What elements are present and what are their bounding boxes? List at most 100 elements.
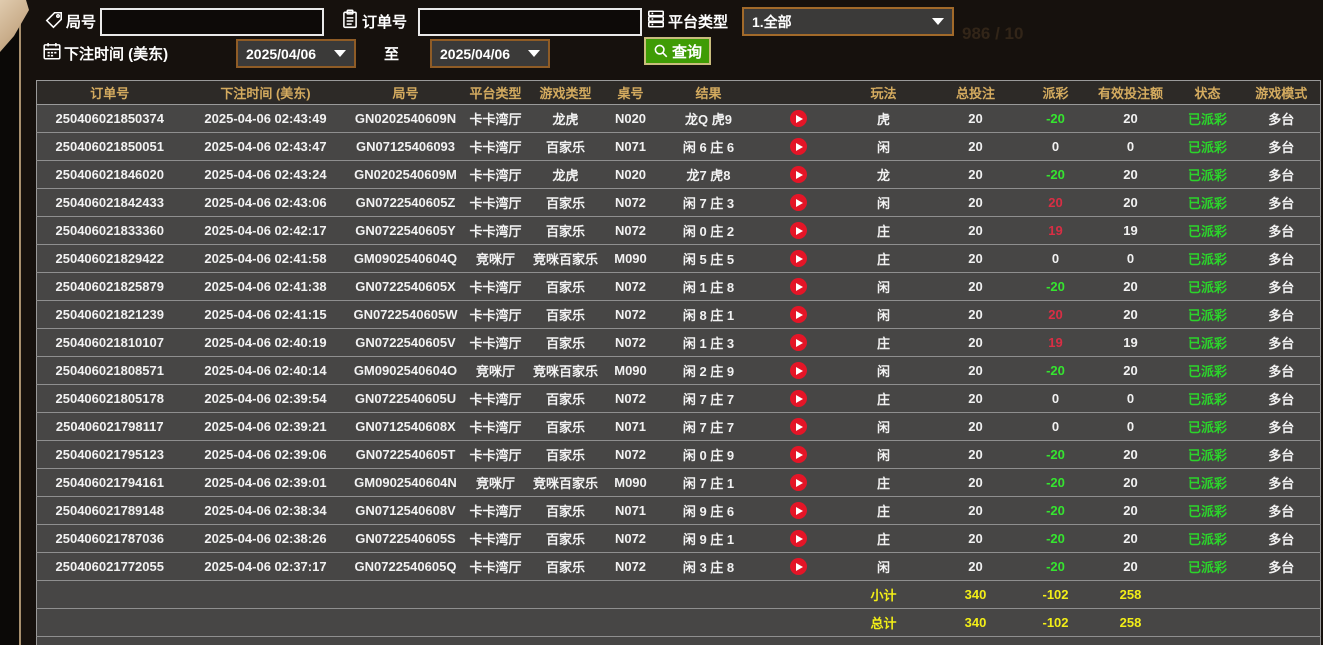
replay-cell — [759, 357, 839, 385]
play-icon[interactable] — [790, 502, 807, 520]
table-no-cell: M090 — [614, 475, 647, 490]
orders-table-area: 订单号 下注时间 (美东) 局号 平台类型 游戏类型 桌号 结果 玩法 总投注 派彩 有效投注额 状态… — [36, 80, 1322, 645]
empty-cell — [463, 637, 529, 645]
mode-cell: 多台 — [1268, 280, 1295, 295]
replay-cell — [759, 161, 839, 189]
query-button[interactable]: 查询 — [644, 37, 712, 65]
status-cell: 已派彩 — [1187, 252, 1227, 267]
mode-cell: 多台 — [1268, 112, 1295, 127]
platform-select[interactable]: 1.全部 — [742, 7, 954, 36]
platform-cell: 卡卡湾厅 — [469, 532, 522, 547]
play-icon[interactable] — [790, 530, 807, 548]
game-no-cell: GN0722540605W — [353, 307, 458, 322]
totals-play-type-cell: 总计 — [870, 616, 897, 631]
table-row: 250406021787036 2025-04-06 02:38:26 GN0722… — [36, 524, 1321, 553]
date-to-select[interactable]: 2025/04/06 — [430, 39, 550, 68]
payout-cell: 20 — [1048, 307, 1063, 322]
game-no-cell: GN0722540605Q — [354, 559, 457, 574]
bet-time-cell: 2025-04-06 02:38:34 — [204, 503, 327, 518]
valid-bet-cell: 0 — [1126, 251, 1135, 266]
play-icon[interactable] — [790, 306, 807, 324]
date-from-select[interactable]: 2025/04/06 — [236, 39, 356, 68]
payout-cell: -20 — [1046, 447, 1065, 462]
play-icon[interactable] — [790, 278, 807, 296]
play-icon[interactable] — [790, 110, 807, 128]
server-list-icon — [646, 9, 666, 29]
play-icon[interactable] — [790, 390, 807, 408]
bet-time-cell: 2025-04-06 02:41:58 — [204, 251, 327, 266]
game-type-cell: 龙虎 — [552, 168, 579, 183]
totals-valid-bet-cell: 258 — [1119, 615, 1142, 630]
play-icon[interactable] — [790, 166, 807, 184]
totals-result-cell — [659, 581, 759, 609]
table-row: 250406021805178 2025-04-06 02:39:54 GN0722… — [36, 384, 1321, 413]
play-icon[interactable] — [790, 558, 807, 576]
play-icon[interactable] — [790, 418, 807, 436]
mode-cell: 多台 — [1268, 308, 1295, 323]
status-cell: 已派彩 — [1187, 476, 1227, 491]
order-no-input[interactable] — [418, 8, 642, 36]
table-no-cell: N072 — [614, 559, 647, 574]
order-no-cell: 250406021787036 — [55, 531, 164, 546]
replay-cell — [759, 413, 839, 441]
order-no-cell: 250406021833360 — [55, 223, 164, 238]
mode-cell: 多台 — [1268, 448, 1295, 463]
game-no-input[interactable] — [100, 8, 324, 36]
play-icon[interactable] — [790, 222, 807, 240]
valid-bet-cell: 20 — [1123, 307, 1138, 322]
totals-order-no-cell — [37, 609, 183, 637]
total-bet-cell: 20 — [968, 335, 983, 350]
table-row: 250406021810107 2025-04-06 02:40:19 GN0722… — [36, 328, 1321, 357]
game-no-cell: GN0202540609N — [354, 111, 457, 126]
platform-cell: 卡卡湾厅 — [469, 448, 522, 463]
platform-cell: 卡卡湾厅 — [469, 168, 522, 183]
game-type-cell: 百家乐 — [545, 140, 585, 155]
payout-cell: -20 — [1046, 503, 1065, 518]
status-cell: 已派彩 — [1187, 224, 1227, 239]
replay-cell — [759, 329, 839, 357]
result-cell: 闲 0 庄 2 — [682, 224, 735, 239]
status-cell: 已派彩 — [1187, 364, 1227, 379]
order-no-cell: 250406021829422 — [55, 251, 164, 266]
mode-cell: 多台 — [1268, 140, 1295, 155]
play-icon[interactable] — [790, 446, 807, 464]
mode-cell: 多台 — [1268, 252, 1295, 267]
totals-payout-cell: -102 — [1042, 615, 1069, 630]
platform-cell: 卡卡湾厅 — [469, 392, 522, 407]
result-cell: 闲 9 庄 1 — [682, 532, 735, 547]
play-icon[interactable] — [790, 250, 807, 268]
table-no-cell: N071 — [614, 139, 647, 154]
valid-bet-cell: 20 — [1123, 279, 1138, 294]
valid-bet-cell: 20 — [1123, 195, 1138, 210]
totals-table-no-cell — [603, 609, 659, 637]
bet-time-cell: 2025-04-06 02:40:14 — [204, 363, 327, 378]
play-icon[interactable] — [790, 334, 807, 352]
table-no-cell: N072 — [614, 447, 647, 462]
game-no-cell: GM0902540604N — [354, 475, 457, 490]
result-cell: 闲 7 庄 7 — [682, 392, 735, 407]
col-header-order-no: 订单号 — [90, 86, 130, 101]
empty-cell — [349, 637, 463, 645]
platform-type-label: 平台类型 — [668, 14, 729, 31]
table-row: 250406021808571 2025-04-06 02:40:14 GM0902… — [36, 356, 1321, 385]
order-no-cell: 250406021805178 — [55, 391, 164, 406]
result-cell: 闲 9 庄 6 — [682, 504, 735, 519]
status-cell: 已派彩 — [1187, 280, 1227, 295]
play-icon[interactable] — [790, 362, 807, 380]
table-no-cell: N072 — [614, 223, 647, 238]
total-bet-cell: 20 — [968, 391, 983, 406]
game-no-cell: GN0722540605Z — [355, 195, 456, 210]
totals-order-no-cell — [37, 581, 183, 609]
result-cell: 闲 1 庄 3 — [682, 336, 735, 351]
game-no-cell: GM0902540604Q — [353, 251, 458, 266]
table-no-cell: M090 — [614, 363, 647, 378]
play-icon[interactable] — [790, 138, 807, 156]
status-cell: 已派彩 — [1187, 448, 1227, 463]
play-icon[interactable] — [790, 474, 807, 492]
valid-bet-cell: 19 — [1123, 335, 1138, 350]
play-icon[interactable] — [790, 194, 807, 212]
table-row: 250406021825879 2025-04-06 02:41:38 GN0722… — [36, 272, 1321, 301]
game-no-cell: GN0722540605T — [355, 447, 456, 462]
play-type-cell: 庄 — [876, 336, 890, 351]
platform-cell: 卡卡湾厅 — [469, 224, 522, 239]
